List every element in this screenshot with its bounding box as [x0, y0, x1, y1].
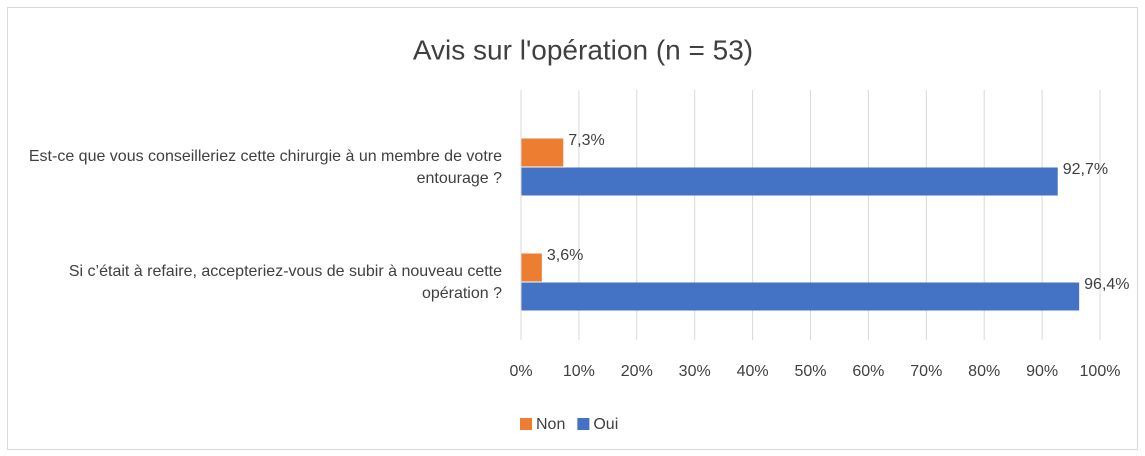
x-tick-label: 80% — [968, 363, 1000, 380]
x-tick-label: 70% — [910, 363, 942, 380]
legend-swatch — [520, 418, 532, 430]
value-label: 3,6% — [547, 247, 583, 264]
bar — [521, 253, 542, 282]
value-label: 96,4% — [1084, 276, 1129, 293]
legend-swatch — [577, 418, 590, 430]
x-tick-label: 50% — [794, 363, 826, 380]
x-tick-label: 90% — [1026, 363, 1058, 380]
chart-title: Avis sur l'opération (n = 53) — [413, 34, 753, 65]
x-tick-label: 30% — [679, 363, 711, 380]
bar — [521, 282, 1080, 311]
x-tick-label: 10% — [563, 363, 595, 380]
x-tick-label: 20% — [621, 363, 653, 380]
bar — [521, 167, 1058, 196]
value-label: 7,3% — [568, 132, 604, 149]
category-label: Si c’était à refaire, accepteriez-vous d… — [68, 262, 502, 302]
x-tick-label: 60% — [852, 363, 884, 380]
category-label: Est-ce que vous conseilleriez cette chir… — [28, 147, 502, 187]
bar — [521, 138, 564, 167]
x-tick-label: 100% — [1080, 363, 1121, 380]
x-tick-label: 0% — [509, 363, 532, 380]
chart-border — [7, 7, 1138, 450]
legend-label: Oui — [593, 416, 618, 433]
legend-label: Non — [536, 416, 565, 433]
value-label: 92,7% — [1063, 161, 1108, 178]
x-tick-label: 40% — [737, 363, 769, 380]
